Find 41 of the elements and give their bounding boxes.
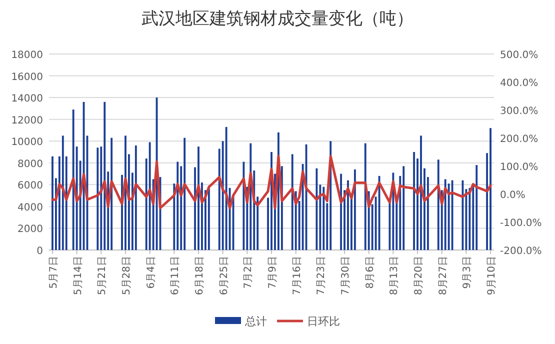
x-tick-label: 9月10日 bbox=[486, 256, 498, 296]
y-tick-label: 18000 bbox=[11, 50, 43, 61]
x-tick-label: 8月20日 bbox=[414, 256, 425, 296]
y-tick-label: 16000 bbox=[11, 72, 43, 83]
y-tick-label: 10000 bbox=[11, 137, 43, 148]
y2-tick-label: -200.0% bbox=[500, 246, 542, 257]
y2-tick-label: 200.0% bbox=[500, 134, 538, 145]
y2-tick-label: 300.0% bbox=[500, 106, 538, 117]
x-tick-label: 6月11日 bbox=[170, 256, 182, 296]
y2-tick-label: 500.0% bbox=[500, 50, 538, 61]
x-tick-label: 7月23日 bbox=[316, 256, 328, 296]
x-tick-label: 7月9日 bbox=[268, 256, 278, 289]
y-tick-label: 12000 bbox=[11, 115, 43, 126]
y2-tick-label: 0.0% bbox=[500, 190, 526, 201]
x-tick-label: 9月3日 bbox=[462, 256, 474, 289]
y-tick-label: 8000 bbox=[18, 158, 43, 170]
x-tick-label: 7月16日 bbox=[292, 256, 303, 296]
y2-tick-label: 100.0% bbox=[500, 162, 538, 173]
y2-tick-label: -100.0% bbox=[500, 218, 542, 229]
y-tick-label: 0 bbox=[36, 246, 43, 257]
legend-label: 日环比 bbox=[307, 315, 340, 328]
x-tick-label: 5月21日 bbox=[97, 256, 108, 296]
chart-title: 武汉地区建筑钢材成交量变化（吨） bbox=[142, 9, 414, 29]
x-tick-label: 8月6日 bbox=[364, 256, 376, 289]
x-tick-label: 6月4日 bbox=[146, 256, 157, 289]
legend-label: 总计 bbox=[244, 315, 267, 328]
y-tick-label: 6000 bbox=[18, 180, 43, 192]
x-tick-label: 8月27日 bbox=[438, 256, 449, 296]
x-tick-label: 5月28日 bbox=[121, 256, 132, 296]
line-series bbox=[51, 154, 492, 210]
y-tick-label: 14000 bbox=[11, 94, 43, 105]
x-tick-label: 7月2日 bbox=[243, 256, 254, 289]
x-tick-label: 6月18日 bbox=[194, 256, 206, 296]
x-tick-label: 8月13日 bbox=[389, 256, 400, 296]
y-tick-label: 4000 bbox=[18, 202, 43, 214]
x-tick-label: 5月7日 bbox=[48, 256, 60, 289]
x-tick-label: 7月30日 bbox=[340, 256, 352, 296]
x-tick-label: 5月14日 bbox=[72, 256, 84, 296]
x-tick-label: 6月25日 bbox=[218, 256, 230, 296]
y-tick-label: 2000 bbox=[18, 224, 43, 236]
y2-tick-label: 400.0% bbox=[500, 78, 538, 89]
